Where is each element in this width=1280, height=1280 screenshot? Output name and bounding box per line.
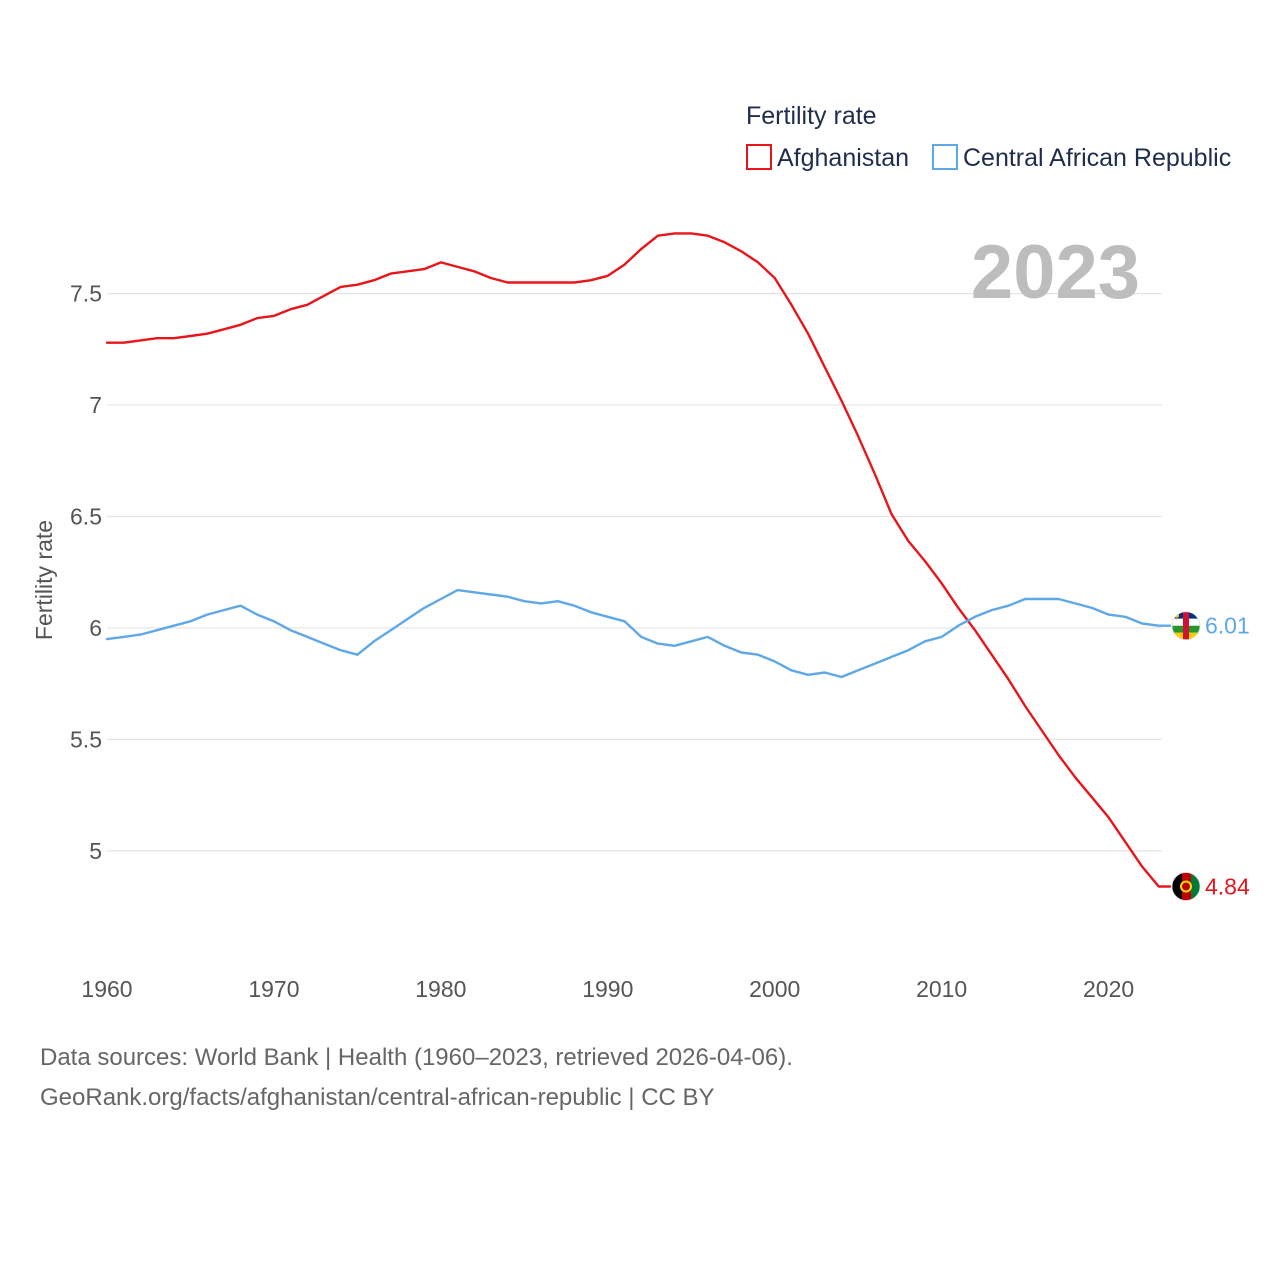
year-label: 2023: [971, 230, 1140, 315]
x-tick-label: 1990: [582, 976, 633, 1002]
y-tick-label: 6.5: [70, 504, 102, 530]
gridlines: [107, 293, 1162, 852]
x-tick-label: 2000: [749, 976, 800, 1002]
y-tick-label: 6: [89, 615, 102, 641]
legend: Fertility rate Afghanistan Central Afric…: [746, 102, 1231, 172]
legend-label-afghanistan: Afghanistan: [777, 144, 909, 172]
y-tick-label: 7: [89, 392, 102, 418]
legend-item-afghanistan[interactable]: Afghanistan: [746, 144, 909, 172]
end-value-label-afghanistan: 4.84: [1205, 874, 1250, 900]
y-axis-title: Fertility rate: [31, 520, 57, 640]
x-tick-label: 1960: [81, 976, 132, 1002]
afghanistan-flag-icon: [1171, 872, 1201, 901]
series-endpoints: 4.84 6.01: [1171, 611, 1250, 901]
central-african-republic-flag-icon: [1171, 611, 1201, 641]
legend-swatch-central-african-republic: [932, 144, 958, 170]
legend-title: Fertility rate: [746, 102, 877, 130]
x-tick-label: 2010: [916, 976, 967, 1002]
series-lines: [105, 232, 1172, 888]
y-axis-tick-labels: 5 5.5 6 6.5 7 7.5: [70, 281, 102, 864]
footer-attribution-link[interactable]: GeoRank.org/facts/afghanistan/central-af…: [40, 1084, 715, 1111]
footer-source-text: Data sources: World Bank | Health (1960–…: [40, 1044, 793, 1071]
end-value-label-central-african-republic: 6.01: [1205, 613, 1250, 639]
series-line-afghanistan[interactable]: [105, 232, 1172, 888]
y-tick-label: 5: [89, 838, 102, 864]
legend-item-central-african-republic[interactable]: Central African Republic: [932, 144, 1231, 172]
x-tick-label: 1980: [415, 976, 466, 1002]
y-tick-label: 7.5: [70, 281, 102, 307]
x-tick-label: 1970: [248, 976, 299, 1002]
x-tick-label: 2020: [1083, 976, 1134, 1002]
y-tick-label: 5.5: [70, 726, 102, 752]
legend-swatch-afghanistan: [746, 144, 772, 170]
legend-label-central-african-republic: Central African Republic: [963, 144, 1231, 172]
x-axis-tick-labels: 1960 1970 1980 1990 2000 2010 2020: [81, 976, 1134, 1002]
series-line-central-african-republic[interactable]: [105, 588, 1172, 679]
